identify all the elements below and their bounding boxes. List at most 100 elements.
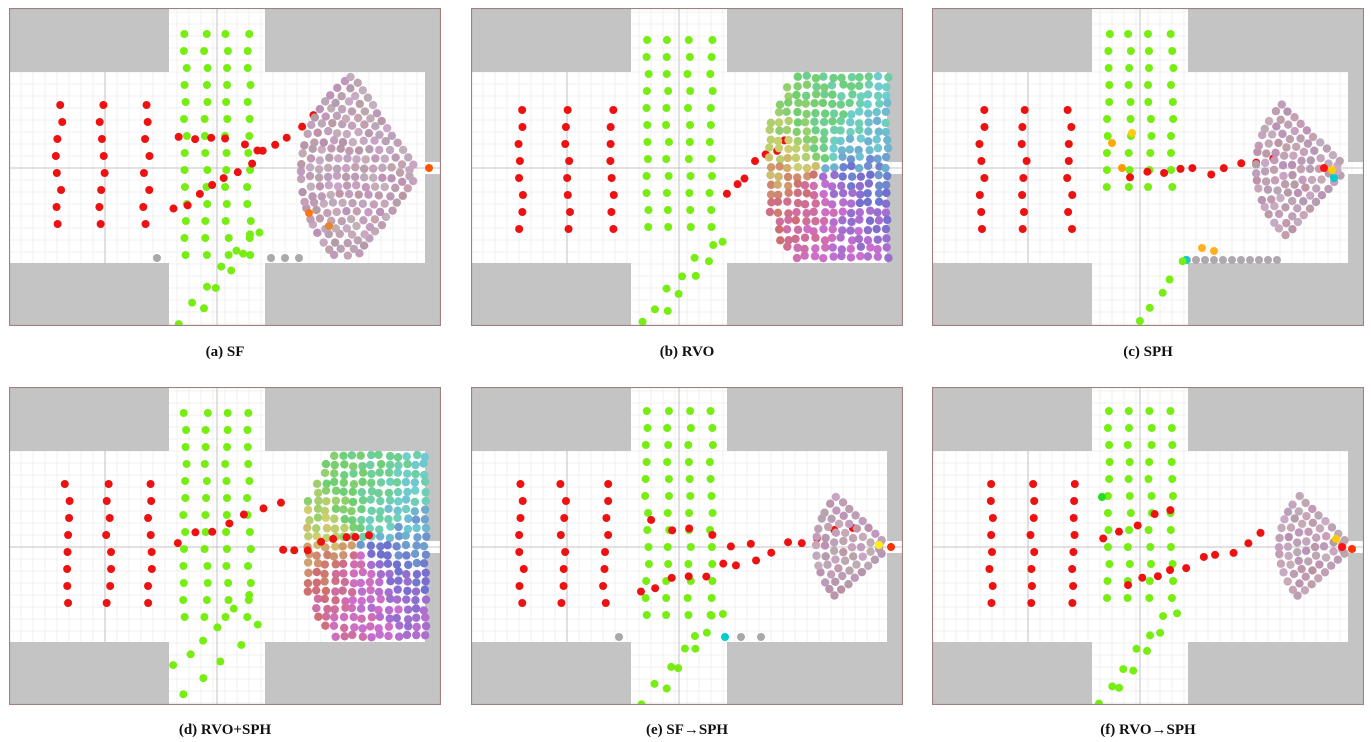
agent-dot (1145, 303, 1154, 312)
agent-dot (775, 162, 784, 171)
agent-dot (838, 188, 848, 198)
agent-dot (1293, 591, 1302, 600)
agent-dot (99, 152, 108, 160)
agent-dot (225, 519, 234, 528)
agent-dot (392, 478, 402, 487)
agent-dot (515, 531, 524, 539)
wall-block (265, 8, 441, 72)
agent-dot (372, 109, 382, 118)
agent-dot (1284, 120, 1293, 129)
agent-dot (642, 172, 651, 180)
agent-dot (1333, 555, 1343, 564)
agent-dot (1264, 116, 1274, 126)
agent-dot (1098, 493, 1106, 501)
agent-dot (411, 460, 420, 470)
exit-wall-upper (1348, 451, 1364, 541)
agent-dot (820, 236, 830, 245)
agent-dot (840, 528, 850, 538)
agent-dot (348, 487, 357, 497)
agent-dot (403, 469, 412, 478)
agent-dot (1017, 140, 1026, 148)
agent-dot (863, 90, 873, 99)
agent-dot (349, 462, 358, 471)
agent-dot (411, 486, 420, 495)
agent-dot (1280, 515, 1289, 524)
agent-dot (864, 80, 874, 89)
agent-dot (686, 543, 695, 551)
agent-dot (401, 531, 410, 540)
agent-dot (1167, 458, 1176, 466)
agent-dot (686, 172, 695, 180)
agent-dot (800, 118, 810, 127)
agent-dot (179, 690, 188, 699)
agent-dot (369, 200, 379, 209)
agent-dot (323, 126, 333, 136)
wall-block (1188, 642, 1364, 705)
agent-dot (402, 595, 411, 604)
caption-sf-to-sph-name: SF→SPH (666, 722, 729, 738)
agent-dot (179, 545, 188, 553)
agent-dot (219, 174, 228, 183)
agent-dot (802, 217, 811, 226)
agent-dot (245, 30, 254, 38)
agent-dot (142, 101, 151, 109)
agent-dot (366, 541, 376, 550)
agent-dot (1276, 193, 1285, 203)
agent-dot (1310, 542, 1320, 552)
agent-dot (662, 284, 671, 293)
agent-dot (386, 576, 395, 586)
agent-dot (419, 559, 429, 568)
agent-dot (420, 585, 429, 594)
agent-dot (718, 237, 727, 246)
agent-dot (1316, 138, 1325, 147)
agent-dot (1126, 173, 1135, 182)
agent-dot (246, 251, 255, 259)
agent-dot (384, 468, 394, 477)
agent-dot (425, 164, 433, 172)
agent-dot (180, 166, 189, 174)
agent-dot (827, 81, 837, 90)
agent-dot (1114, 527, 1123, 536)
agent-dot (855, 125, 864, 135)
agent-dot (1029, 480, 1038, 488)
agent-dot (1280, 180, 1290, 189)
agent-dot (1290, 180, 1299, 189)
agent-dot (208, 181, 217, 190)
agent-dot (651, 584, 660, 593)
caption-sph: (c) SPH (932, 344, 1364, 361)
agent-dot (303, 546, 312, 555)
agent-dot (705, 138, 714, 146)
caption-sf: (a) SF (9, 344, 441, 361)
agent-dot (323, 604, 332, 614)
agent-dot (351, 162, 360, 172)
agent-dot (395, 621, 404, 630)
agent-dot (376, 478, 386, 487)
agent-dot (793, 225, 803, 234)
agent-dot (706, 121, 715, 129)
agent-dot (306, 182, 316, 191)
agent-dot (980, 174, 989, 182)
agent-dot (662, 70, 671, 78)
agent-dot (1144, 183, 1153, 191)
agent-dot (347, 506, 356, 516)
agent-dot (312, 567, 321, 577)
agent-dot (838, 216, 847, 225)
agent-dot (802, 143, 811, 153)
agent-dot (1254, 141, 1263, 150)
agent-dot (515, 174, 524, 182)
agent-dot (726, 542, 735, 551)
agent-dot (854, 234, 864, 244)
agent-dot (800, 200, 810, 209)
agent-dot (313, 128, 322, 137)
agent-dot (1314, 574, 1323, 583)
agent-dot (1237, 159, 1246, 168)
agent-dot (638, 317, 647, 326)
agent-dot (243, 98, 252, 106)
caption-sf-to-sph: (e) SF→SPH (471, 722, 903, 739)
agent-dot (854, 145, 863, 155)
agent-dot (393, 506, 402, 515)
agent-dot (883, 143, 893, 153)
agent-dot (1144, 81, 1153, 89)
agent-dot (782, 225, 792, 234)
agent-dot (774, 143, 784, 153)
